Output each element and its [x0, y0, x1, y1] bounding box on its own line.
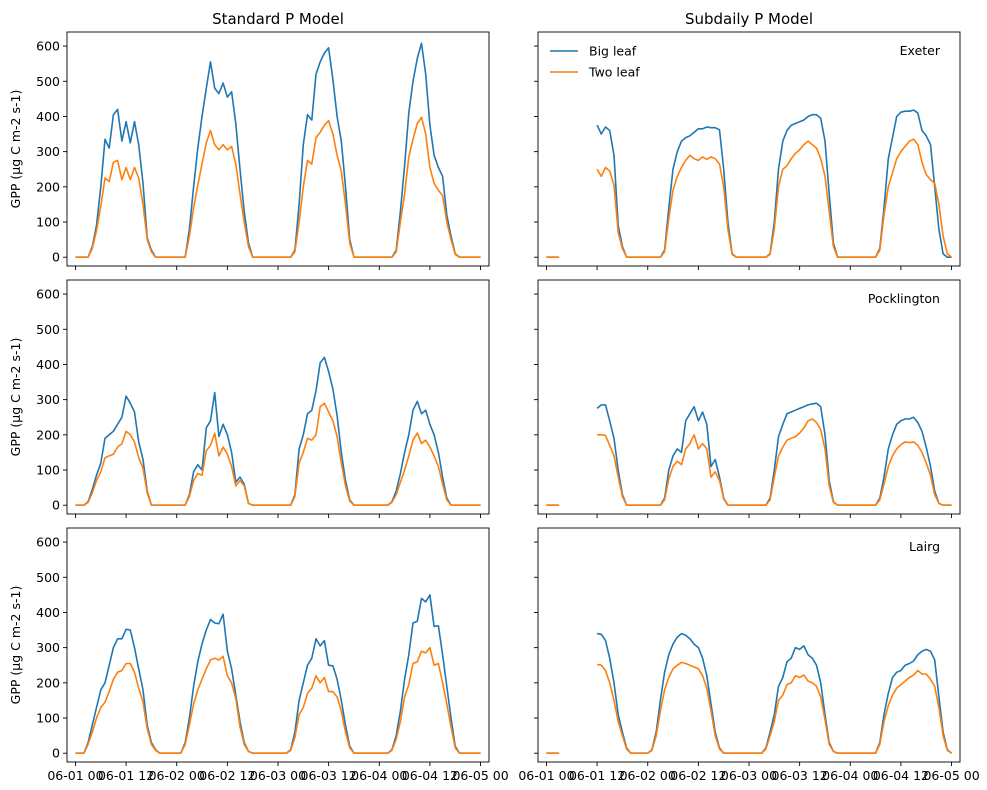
y-tick-label: 100 [36, 463, 60, 478]
y-tick-label: 200 [36, 675, 60, 690]
y-tick-label: 500 [36, 74, 60, 89]
y-tick-label: 400 [36, 109, 60, 124]
legend: Big leaf Two leaf [550, 44, 640, 80]
y-tick-label: 200 [36, 427, 60, 442]
y-tick-label: 500 [36, 570, 60, 585]
y-axis-label: GPP (μg C m-2 s-1) [8, 586, 23, 705]
series-line-two-leaf [75, 646, 481, 754]
y-tick-label: 300 [36, 144, 60, 159]
y-tick-label: 400 [36, 357, 60, 372]
y-tick-label: 100 [36, 711, 60, 726]
x-tick-label: 06-02 12 [670, 768, 726, 783]
panel-exeter-subdaily: Exeter Big leaf Two leaf [534, 31, 961, 270]
panel-pocklington-subdaily: Pocklington [534, 279, 961, 518]
y-tick-label: 0 [52, 498, 60, 513]
panels: 0 100 200 300 400 500 600 GPP (μg C m-2 s-1) Exe… [8, 31, 980, 783]
series-line-two-leaf [546, 418, 952, 506]
site-label: Exeter [900, 43, 941, 58]
y-tick-label: 0 [52, 250, 60, 265]
x-tick-label: 06-04 00 [822, 768, 878, 783]
x-tick-label: 06-03 00 [721, 768, 777, 783]
x-tick-label: 06-01 00 [518, 768, 574, 783]
x-tick-label: 06-05 00 [923, 768, 979, 783]
site-label: Pocklington [868, 291, 940, 306]
panel-exeter-standard: 0 100 200 300 400 500 600 GPP (μg C m-2 s-1) [8, 31, 490, 270]
x-tick-label: 06-02 12 [199, 768, 255, 783]
series-line-two-leaf [75, 402, 481, 506]
y-tick-label: 200 [36, 179, 60, 194]
y-tick-label: 300 [36, 640, 60, 655]
y-axis-label: GPP (μg C m-2 s-1) [8, 90, 23, 209]
legend-label: Big leaf [589, 44, 637, 59]
x-tick-label: 06-01 12 [98, 768, 154, 783]
x-tick-label: 06-03 12 [301, 768, 357, 783]
site-label: Lairg [909, 539, 940, 554]
y-tick-label: 600 [36, 39, 60, 54]
x-tick-label: 06-04 12 [873, 768, 929, 783]
x-tick-label: 06-03 00 [250, 768, 306, 783]
legend-label: Two leaf [588, 65, 640, 80]
x-tick-label: 06-04 00 [351, 768, 407, 783]
x-tick-label: 06-01 12 [569, 768, 625, 783]
series-line-two-leaf [75, 116, 481, 258]
x-tick-label: 06-01 00 [47, 768, 103, 783]
x-tick-label: 06-03 12 [772, 768, 828, 783]
y-axis-label: GPP (μg C m-2 s-1) [8, 338, 23, 457]
y-tick-label: 0 [52, 746, 60, 761]
column-title-standard: Standard P Model [212, 10, 344, 28]
y-tick-label: 500 [36, 322, 60, 337]
x-tick-label: 06-04 12 [402, 768, 458, 783]
series-line-two-leaf [546, 661, 953, 754]
y-tick-label: 400 [36, 605, 60, 620]
x-tick-label: 06-05 00 [452, 768, 508, 783]
panel-pocklington-standard: 0 100 200 300 400 500 600 GPP (μg C m-2 s-1) [8, 279, 490, 518]
x-tick-label: 06-02 00 [149, 768, 205, 783]
y-tick-label: 600 [36, 535, 60, 550]
y-tick-label: 100 [36, 215, 60, 230]
series-line-two-leaf [546, 138, 953, 258]
x-tick-label: 06-02 00 [620, 768, 676, 783]
column-title-subdaily: Subdaily P Model [685, 10, 813, 28]
y-tick-label: 600 [36, 287, 60, 302]
y-tick-label: 300 [36, 392, 60, 407]
